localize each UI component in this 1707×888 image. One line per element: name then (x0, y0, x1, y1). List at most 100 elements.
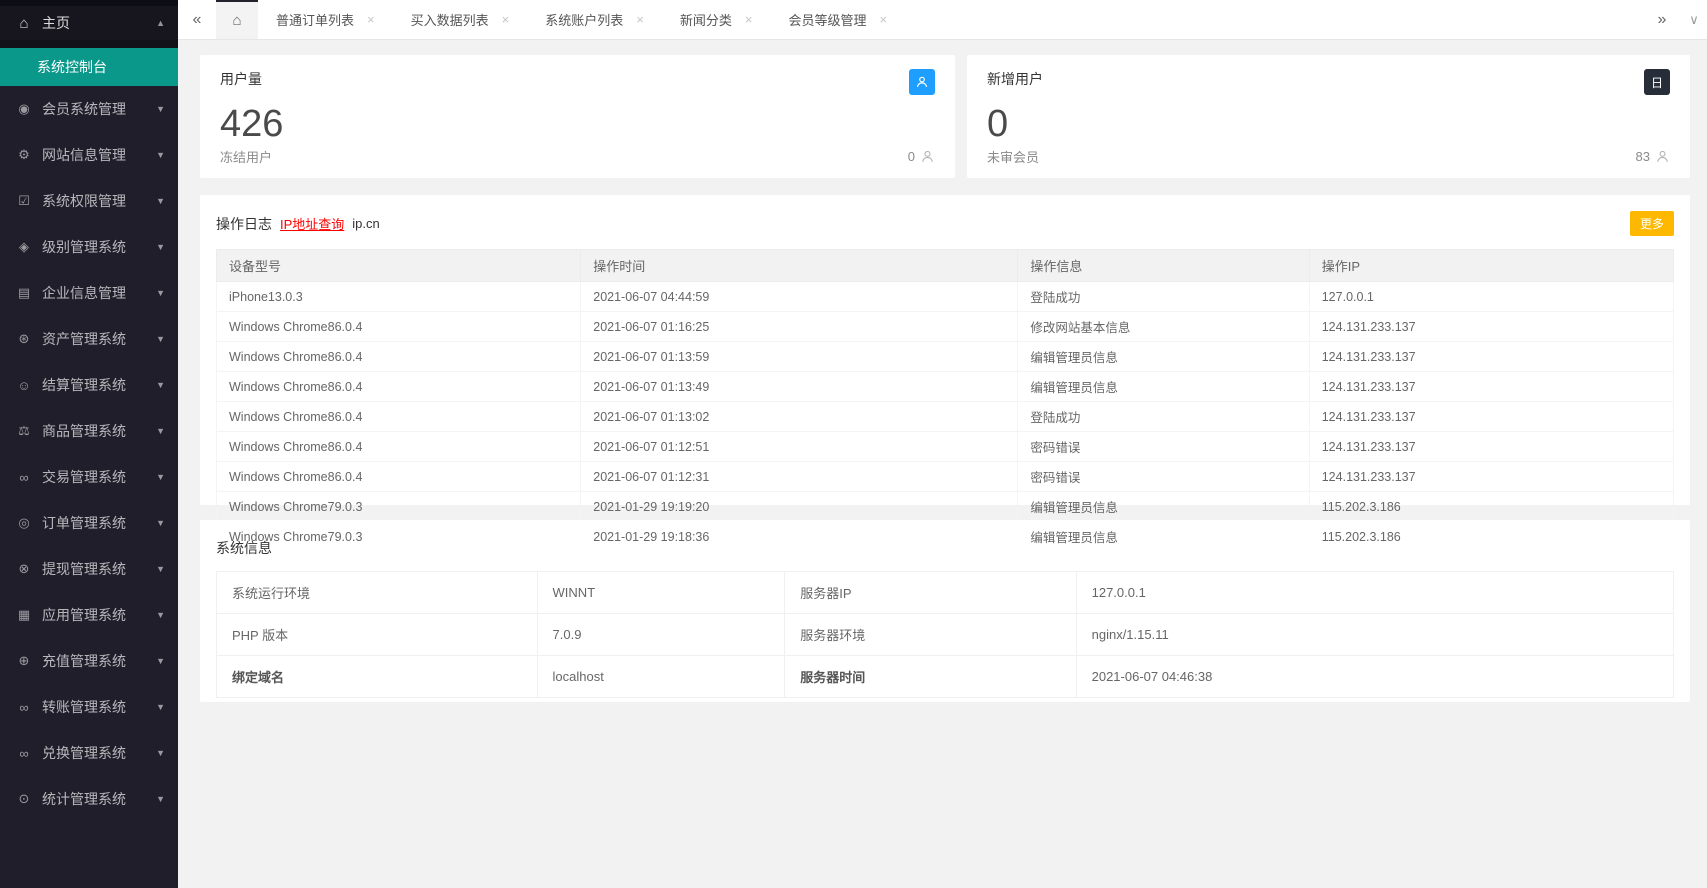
log-device-cell: Windows Chrome86.0.4 (215, 311, 582, 342)
sidebar-item[interactable]: ⚙ 网站信息管理 ▼ (0, 132, 178, 178)
close-icon[interactable]: × (879, 12, 888, 27)
log-device-cell: Windows Chrome86.0.4 (215, 461, 582, 492)
log-ip-cell: 124.131.233.137 (1308, 431, 1675, 462)
sidebar-item[interactable]: ◈ 级别管理系统 ▼ (0, 224, 178, 270)
sidebar-item-icon: ◉ (18, 101, 30, 116)
tab-list: 普通订单列表 × 买入数据列表 × 系统账户列表 × 新闻分类 × (258, 0, 905, 39)
sysinfo-value: nginx/1.15.11 (1075, 613, 1675, 656)
tab-item[interactable]: 会员等级管理 × (770, 0, 905, 39)
log-table-row: Windows Chrome86.0.4 2021-06-07 01:13:02… (215, 401, 1675, 432)
chevron-down-icon: ▼ (156, 426, 165, 436)
sidebar-item-label: 应用管理系统 (42, 607, 126, 623)
sidebar-item-icon: ⚖ (18, 423, 30, 438)
person-icon (922, 150, 933, 162)
sidebar-item[interactable]: ☺ 结算管理系统 ▼ (0, 362, 178, 408)
frozen-users-label: 冻结用户 (220, 150, 273, 165)
tab-item[interactable]: 普通订单列表 × (258, 0, 393, 39)
sidebar-item[interactable]: ▦ 应用管理系统 ▼ (0, 592, 178, 638)
ip-lookup-link[interactable]: IP地址查询 (280, 217, 345, 232)
log-device-cell: iPhone13.0.3 (215, 281, 582, 312)
close-icon[interactable]: × (501, 12, 510, 27)
close-icon[interactable]: × (367, 12, 375, 27)
sidebar-item-icon: ▤ (17, 285, 31, 300)
sidebar-item[interactable]: ☑ 系统权限管理 ▼ (0, 178, 178, 224)
tab-item[interactable]: 新闻分类 × (662, 0, 771, 39)
tab-home-active[interactable]: ⌂ (216, 0, 258, 39)
sidebar-item-icon: ⚙ (18, 147, 30, 162)
sidebar-item[interactable]: ⊛ 资产管理系统 ▼ (0, 316, 178, 362)
tab-item[interactable]: 系统账户列表 × (527, 0, 662, 39)
log-column-header: 操作IP (1308, 249, 1675, 282)
sidebar-item[interactable]: ▤ 企业信息管理 ▼ (0, 270, 178, 316)
log-time-cell: 2021-06-07 01:13:02 (580, 401, 1019, 432)
log-ip-cell: 127.0.0.1 (1308, 281, 1675, 312)
card-title: 新增用户 (987, 71, 1043, 87)
log-time-cell: 2021-06-07 01:13:49 (580, 371, 1019, 402)
log-table-row: Windows Chrome79.0.3 2021-01-29 19:19:20… (215, 491, 1675, 522)
sidebar-item[interactable]: ◉ 会员系统管理 ▼ (0, 86, 178, 132)
sidebar-item[interactable]: ◎ 订单管理系统 ▼ (0, 500, 178, 546)
system-info-row: PHP 版本 7.0.9 服务器环境 nginx/1.15.11 (216, 613, 1675, 656)
tabs-scroll-left-button[interactable]: « (192, 10, 202, 28)
user-circle-icon[interactable] (909, 69, 935, 95)
tab-item[interactable]: 买入数据列表 × (393, 0, 528, 39)
chevron-down-icon: ▼ (156, 104, 165, 114)
chevron-down-icon: ▼ (156, 288, 165, 298)
stat-card-row: 用户量 426 冻结用户 0 (200, 55, 1690, 178)
sidebar-item-icon: ⊛ (18, 331, 30, 346)
log-table-row: Windows Chrome86.0.4 2021-06-07 01:12:51… (215, 431, 1675, 462)
home-icon: ⌂ (232, 12, 242, 29)
sysinfo-value: WINNT (536, 571, 786, 614)
sysinfo-label: 服务器时间 (784, 655, 1077, 698)
sysinfo-value: 2021-06-07 04:46:38 (1075, 655, 1675, 698)
log-device-cell: Windows Chrome86.0.4 (215, 371, 582, 402)
calendar-day-icon[interactable]: 日 (1644, 69, 1670, 95)
chevron-down-icon: ▼ (156, 564, 165, 574)
system-info-row: 绑定域名 localhost 服务器时间 2021-06-07 04:46:38 (216, 655, 1675, 698)
tab-label: 系统账户列表 (545, 13, 624, 28)
sidebar-item[interactable]: ⊗ 提现管理系统 ▼ (0, 546, 178, 592)
sysinfo-label: 服务器环境 (784, 613, 1077, 656)
chevron-down-icon: ▼ (156, 334, 165, 344)
sidebar-item[interactable]: ⊕ 充值管理系统 ▼ (0, 638, 178, 684)
sidebar-item-icon: ⊗ (18, 561, 30, 576)
dashboard-content: 用户量 426 冻结用户 0 (178, 40, 1707, 888)
sysinfo-label: 服务器IP (784, 571, 1077, 614)
log-table-row: Windows Chrome86.0.4 2021-06-07 01:13:59… (215, 341, 1675, 372)
more-button[interactable]: 更多 (1629, 211, 1674, 236)
chevron-down-icon[interactable]: ∨ (1689, 11, 1699, 27)
sidebar-item-icon: ◈ (19, 239, 29, 254)
sidebar-item-label: 资产管理系统 (42, 331, 126, 347)
sidebar-item-icon: ⊙ (18, 791, 30, 806)
sysinfo-label: 绑定域名 (216, 655, 538, 698)
sidebar-item-label: 会员系统管理 (42, 101, 126, 117)
sidebar-item[interactable]: ∞ 交易管理系统 ▼ (0, 454, 178, 500)
sysinfo-label: PHP 版本 (216, 613, 538, 656)
log-time-cell: 2021-06-07 01:13:59 (580, 341, 1019, 372)
chevron-down-icon: ▼ (156, 242, 165, 252)
chevron-down-icon: ▼ (156, 794, 165, 804)
close-icon[interactable]: × (744, 12, 753, 27)
log-table-row: Windows Chrome86.0.4 2021-06-07 01:12:31… (215, 461, 1675, 492)
close-icon[interactable]: × (636, 12, 644, 27)
log-column-header: 操作时间 (580, 249, 1019, 282)
log-table-row: Windows Chrome86.0.4 2021-06-07 01:13:49… (215, 371, 1675, 402)
system-info-row: 系统运行环境 WINNT 服务器IP 127.0.0.1 (216, 571, 1675, 614)
log-ip-cell: 124.131.233.137 (1308, 311, 1675, 342)
chevron-down-icon: ▼ (156, 702, 165, 712)
sidebar-item[interactable]: ⊙ 统计管理系统 ▼ (0, 776, 178, 822)
sidebar-item-icon: ⊕ (18, 653, 30, 668)
sidebar-menu: ◉ 会员系统管理 ▼ ⚙ 网站信息管理 ▼ ☑ 系统权限管理 ▼ ◈ 级别管理系… (0, 86, 178, 822)
sysinfo-value: localhost (536, 655, 786, 698)
sidebar-item-home[interactable]: ⌂ 主页 ▲ (0, 0, 178, 48)
sidebar-item[interactable]: ∞ 转账管理系统 ▼ (0, 684, 178, 730)
system-info-title: 系统信息 (216, 540, 272, 556)
sidebar-item[interactable]: ∞ 兑换管理系统 ▼ (0, 730, 178, 776)
person-icon (1657, 150, 1668, 162)
log-column-header: 设备型号 (215, 249, 582, 282)
sidebar-item-label: 充值管理系统 (42, 653, 126, 669)
tabs-scroll-right-button[interactable]: » (1657, 10, 1667, 28)
sidebar-item-console-active[interactable]: 系统控制台 (0, 48, 178, 86)
tab-bar: « ⌂ 普通订单列表 × 买入数据列表 × 系统账户列表 × (178, 0, 1707, 40)
sidebar-item[interactable]: ⚖ 商品管理系统 ▼ (0, 408, 178, 454)
